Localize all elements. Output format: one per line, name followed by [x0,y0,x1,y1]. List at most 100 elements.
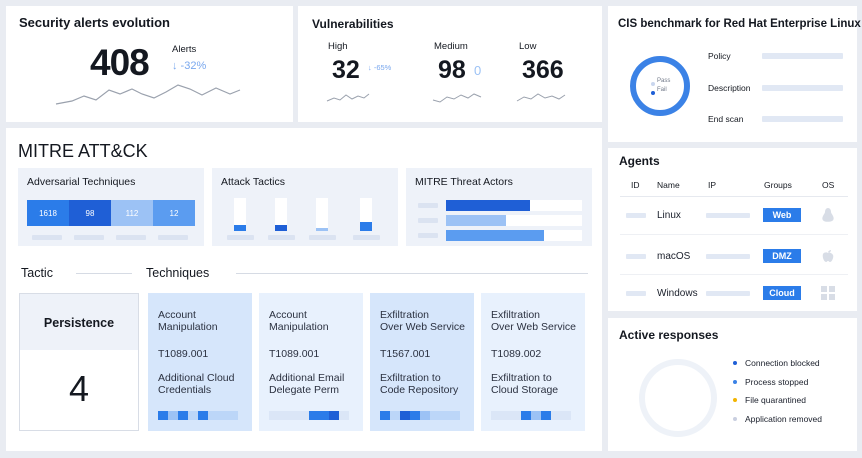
technique-id: T1089.002 [491,348,542,360]
agents-col-os: OS [822,180,835,190]
cis-benchmark-panel: CIS benchmark for Red Hat Enterprise Lin… [608,6,861,142]
cis-legend-fail: Fail [657,87,667,93]
technique-heat-strip [158,411,238,420]
security-alerts-panel: Security alerts evolution 408 Alerts ↓ -… [6,6,293,122]
alerts-sparkline [55,84,241,105]
tactic-caption-bar [268,235,295,240]
threat-actors-title: MITRE Threat Actors [415,176,513,188]
apple-icon [822,250,834,262]
adversarial-caption-bar [116,235,146,240]
technique-subtechnique: Additional Email Delegate Perm [269,372,345,396]
agent-name: Windows [657,288,698,299]
threat-actor-bar [446,200,582,211]
technique-heat-strip [491,411,571,420]
tactic-caption-bar [353,235,380,240]
low-label: Low [519,41,537,52]
responses-donut-chart [639,359,717,437]
linux-icon [822,208,834,222]
tactic-name: Persistence [43,316,115,330]
attack-tactics-card[interactable]: Attack Tactics [212,168,398,246]
fail-legend-dot [651,91,655,95]
adversarial-segment[interactable]: 112 [111,200,153,226]
adversarial-segment[interactable]: 1618 [27,200,69,226]
cis-row-policy: Policy [708,51,731,61]
cis-title: CIS benchmark for Red Hat Enterprise Lin… [618,18,861,30]
agent-id-bar [626,213,646,218]
agents-col-ip: IP [708,180,717,190]
tactic-column [234,198,246,231]
tactic-column [275,198,287,231]
technique-subtechnique: Exfiltration to Cloud Storage [491,372,559,396]
low-value: 366 [522,56,564,84]
high-delta: ↓ -65% [368,63,392,72]
agent-group-badge[interactable]: Web [763,208,801,222]
alerts-count: 408 [90,42,150,83]
cis-legend-pass: Pass [657,78,671,84]
technique-id: T1089.001 [269,348,320,360]
agent-group-badge[interactable]: DMZ [763,249,801,263]
adversarial-title: Adversarial Techniques [27,176,136,188]
agents-header-divider [620,196,848,197]
cis-policy-bar [762,53,843,59]
agent-ip-bar [706,213,750,218]
tactic-box[interactable]: Persistence 4 [19,293,139,431]
technique-card[interactable]: Exfiltration Over Web Service T1567.001 … [370,293,474,431]
technique-name: Account Manipulation [158,309,218,333]
high-label: High [328,41,348,52]
mitre-title: MITRE ATT&CK [18,141,148,161]
tactic-caption-bar [227,235,254,240]
agent-name: macOS [657,251,691,262]
technique-card[interactable]: Exfiltration Over Web Service T1089.002 … [481,293,585,431]
response-legend-dot [733,398,737,402]
cis-donut-chart [630,56,690,116]
tactic-caption-bar [309,235,336,240]
technique-subtechnique: Additional Cloud Credentials [158,372,235,396]
active-responses-title: Active responses [619,328,719,342]
techniques-header: Techniques [146,266,210,280]
technique-name: Exfiltration Over Web Service [491,309,576,333]
agents-col-groups: Groups [764,180,792,190]
windows-icon [821,286,835,300]
agents-panel: Agents [608,148,857,311]
agent-id-bar [626,254,646,259]
high-value: 32 [332,56,360,84]
security-alerts-title: Security alerts evolution [19,15,170,30]
response-legend-dot [733,361,737,365]
technique-card[interactable]: Account Manipulation T1089.001 Additiona… [259,293,363,431]
agents-col-id: ID [631,180,640,190]
cis-description-bar [762,85,843,91]
tactic-header: Tactic [21,266,53,280]
cis-row-end-scan: End scan [708,114,744,124]
technique-card[interactable]: Account Manipulation T1089.001 Additiona… [148,293,252,431]
adversarial-techniques-card[interactable]: Adversarial Techniques 1618 98 112 12 [18,168,204,246]
tactic-column [360,198,372,231]
tactic-header-divider [76,273,132,274]
threat-actors-card[interactable]: MITRE Threat Actors [406,168,592,246]
agents-col-name: Name [657,180,680,190]
attack-tactics-title: Attack Tactics [221,176,285,188]
response-legend-dot [733,380,737,384]
technique-heat-strip [269,411,349,420]
vulnerabilities-title: Vulnerabilities [312,17,394,31]
technique-subtechnique: Exfiltration to Code Repository [380,372,459,396]
threat-actor-label-bar [418,233,438,238]
agents-title: Agents [619,154,660,168]
adversarial-segment[interactable]: 98 [69,200,111,226]
agent-group-badge[interactable]: Cloud [763,286,801,300]
technique-name: Exfiltration Over Web Service [380,309,465,333]
agent-ip-bar [706,254,750,259]
threat-actor-label-bar [418,218,438,223]
agent-id-bar [626,291,646,296]
medium-delta: 0 [474,63,482,78]
techniques-header-divider [236,273,588,274]
response-legend-dot [733,417,737,421]
agent-row-divider [620,274,848,275]
high-sparkline [326,93,370,102]
adversarial-segment[interactable]: 12 [153,200,195,226]
tactic-count: 4 [68,368,90,409]
adversarial-caption-bar [158,235,188,240]
medium-label: Medium [434,41,468,52]
cis-row-description: Description [708,83,751,93]
pass-legend-dot [651,82,655,86]
threat-actor-bar [446,230,582,241]
